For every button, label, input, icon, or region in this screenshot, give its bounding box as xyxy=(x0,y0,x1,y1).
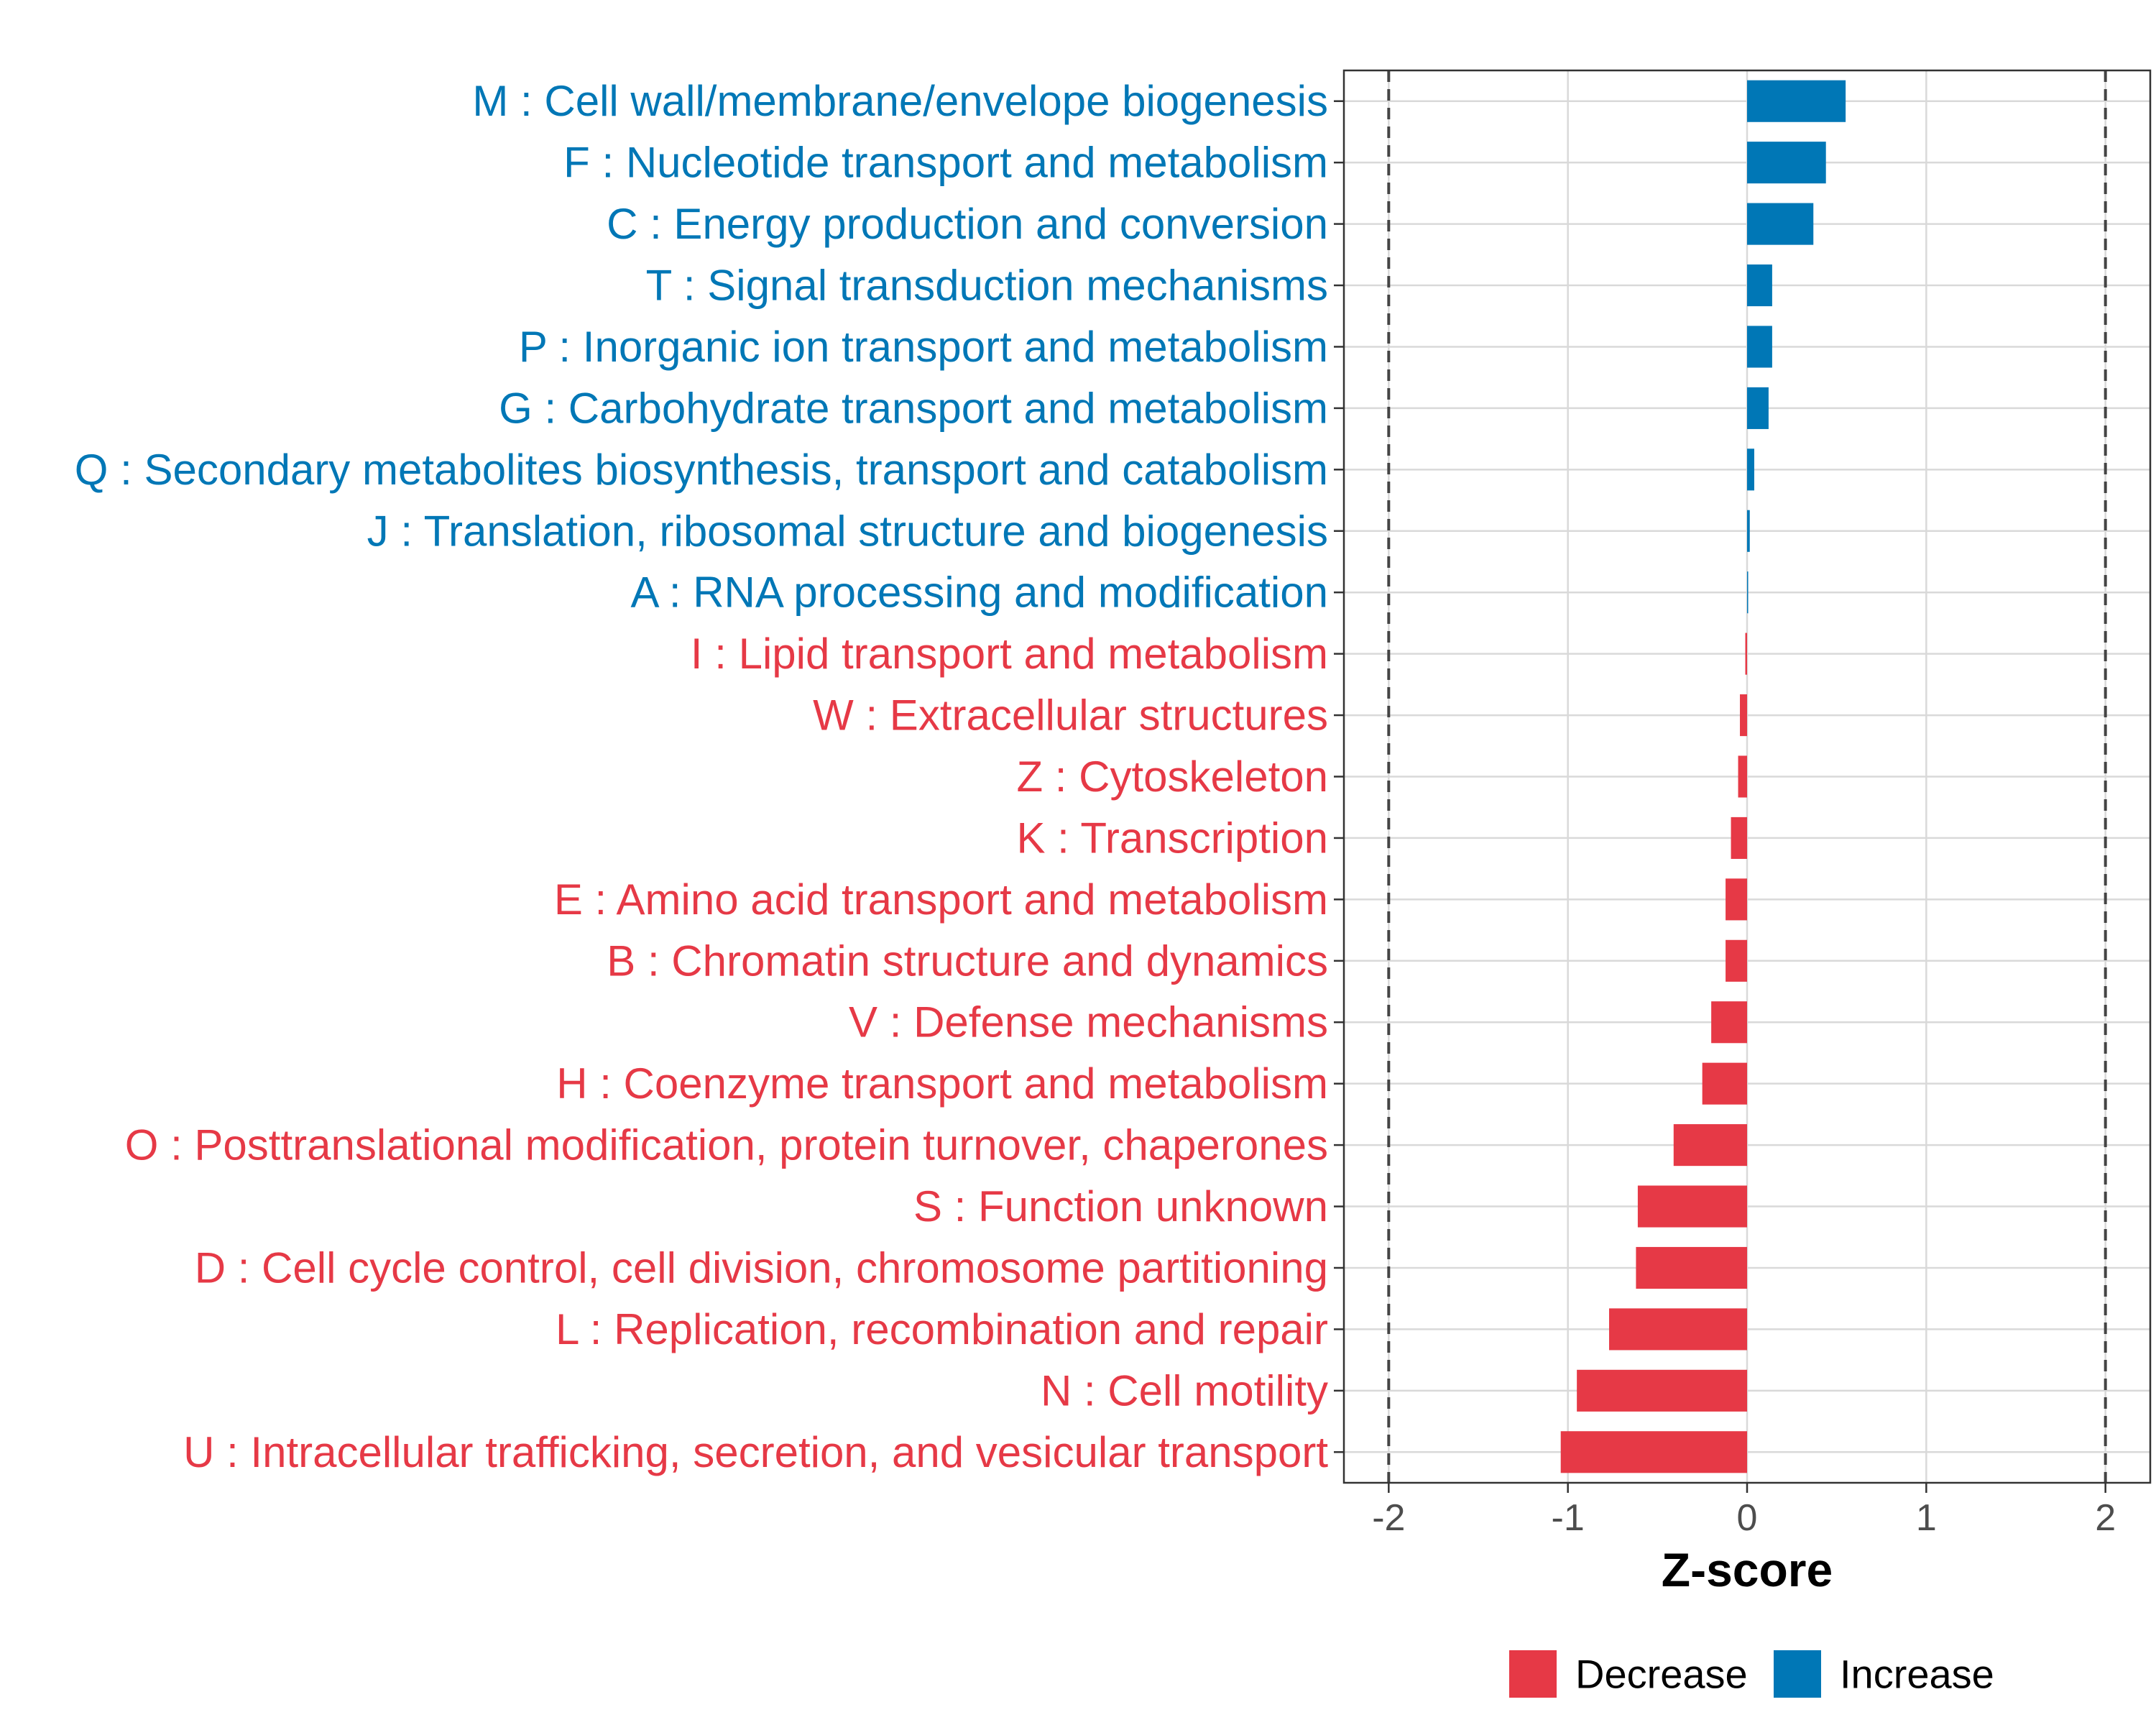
bar xyxy=(1726,878,1747,921)
bar xyxy=(1738,755,1747,798)
category-label: V : Defense mechanisms xyxy=(849,998,1328,1046)
bar xyxy=(1747,387,1769,429)
bar xyxy=(1747,80,1846,122)
category-label: D : Cell cycle control, cell division, c… xyxy=(195,1243,1328,1292)
x-tick-label: 0 xyxy=(1737,1497,1758,1539)
category-label: F : Nucleotide transport and metabolism xyxy=(563,139,1328,187)
bar xyxy=(1745,632,1747,675)
x-tick-label: 1 xyxy=(1916,1497,1937,1539)
category-label: Z : Cytoskeleton xyxy=(1016,753,1328,801)
category-label: G : Carbohydrate transport and metabolis… xyxy=(499,384,1328,432)
category-label: W : Extracellular structures xyxy=(813,691,1328,740)
category-label: O : Posttranslational modification, prot… xyxy=(125,1121,1328,1169)
x-tick-label: -2 xyxy=(1372,1497,1405,1539)
bar xyxy=(1711,1001,1747,1044)
category-label: U : Intracellular trafficking, secretion… xyxy=(183,1428,1328,1476)
category-label: P : Inorganic ion transport and metaboli… xyxy=(519,323,1328,371)
x-axis-title: Z-score xyxy=(1662,1543,1833,1596)
bar xyxy=(1560,1431,1747,1473)
legend-label: Decrease xyxy=(1575,1652,1748,1697)
category-label: L : Replication, recombination and repai… xyxy=(556,1305,1328,1353)
category-label: H : Coenzyme transport and metabolism xyxy=(556,1059,1328,1108)
bar xyxy=(1747,142,1826,184)
category-label: T : Signal transduction mechanisms xyxy=(646,262,1328,310)
bar xyxy=(1636,1246,1747,1289)
category-label: C : Energy production and conversion xyxy=(607,200,1328,248)
reference-lines xyxy=(1387,70,2107,1483)
x-tick-label: 2 xyxy=(2095,1497,2116,1539)
bar xyxy=(1731,816,1747,859)
category-label: E : Amino acid transport and metabolism xyxy=(554,875,1328,924)
category-label: N : Cell motility xyxy=(1041,1366,1328,1414)
category-label: J : Translation, ribosomal structure and… xyxy=(367,507,1328,555)
bar xyxy=(1726,939,1747,982)
bars-layer xyxy=(1560,80,1846,1473)
category-label: Q : Secondary metabolites biosynthesis, … xyxy=(75,446,1328,494)
legend-key xyxy=(1509,1650,1557,1698)
legend-key xyxy=(1774,1650,1821,1698)
x-axis-ticks: -2 -1 0 1 2 xyxy=(1372,1483,2116,1539)
category-labels: M : Cell wall/membrane/envelope biogenes… xyxy=(75,77,1329,1476)
category-label: S : Function unknown xyxy=(913,1182,1328,1230)
bar xyxy=(1747,203,1814,245)
x-tick-label: -1 xyxy=(1552,1497,1585,1539)
category-label: K : Transcription xyxy=(1016,814,1328,862)
bar xyxy=(1740,694,1747,737)
bar xyxy=(1747,264,1772,307)
bar xyxy=(1637,1185,1747,1228)
bar xyxy=(1609,1308,1747,1351)
bar xyxy=(1747,448,1754,491)
bar xyxy=(1747,326,1772,368)
bar xyxy=(1747,510,1750,552)
bar xyxy=(1577,1369,1747,1412)
y-axis-ticks xyxy=(1334,100,1344,1453)
category-label: B : Chromatin structure and dynamics xyxy=(607,937,1328,985)
category-label: A : RNA processing and modification xyxy=(630,569,1328,617)
category-label: I : Lipid transport and metabolism xyxy=(691,630,1328,678)
category-label: M : Cell wall/membrane/envelope biogenes… xyxy=(472,77,1328,125)
legend: Decrease Increase xyxy=(1509,1650,1994,1698)
bar xyxy=(1747,571,1749,614)
bar xyxy=(1702,1062,1747,1105)
legend-label: Increase xyxy=(1840,1652,1994,1697)
bar xyxy=(1673,1124,1747,1167)
